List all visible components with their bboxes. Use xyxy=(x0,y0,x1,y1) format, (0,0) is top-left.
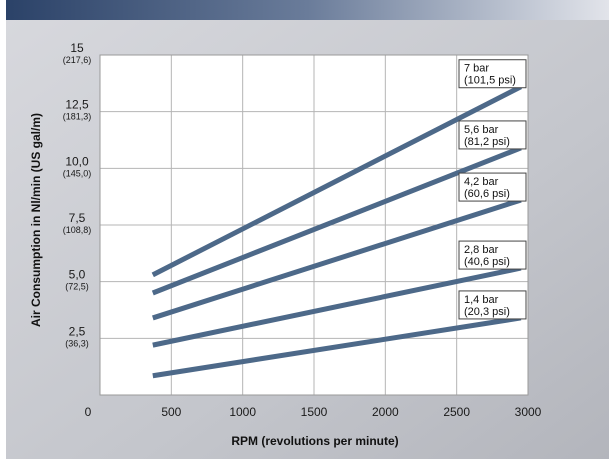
x-tick-labels: 0 500 1000 1500 2000 2500 3000 xyxy=(85,405,542,419)
y-tick-sublabel: (72,5) xyxy=(65,282,89,292)
series-label-box xyxy=(458,59,527,89)
y-tick-label: 7,5 xyxy=(69,211,86,225)
series-label-box xyxy=(458,290,527,320)
series-line-0 xyxy=(151,84,523,278)
y-tick-label: 2,5 xyxy=(69,324,86,338)
x-tick-label: 500 xyxy=(161,405,181,419)
series-label-box xyxy=(458,120,527,150)
series-label-box xyxy=(458,240,527,270)
series-name-label: 2,8 bar xyxy=(464,244,499,256)
x-tick-label: 2500 xyxy=(443,405,470,419)
series-name-label: 5,6 bar xyxy=(464,124,499,136)
y-axis-title: Air Consumption in Nl/min (US gal/m) xyxy=(29,113,43,327)
y-tick-label: 15 xyxy=(70,41,84,55)
series-line-3 xyxy=(152,265,522,348)
y-tick-sublabel: (181,3) xyxy=(63,112,92,122)
y-tick-label: 10,0 xyxy=(65,154,89,168)
x-tick-label: 1000 xyxy=(229,405,256,419)
plot-frame xyxy=(99,54,529,396)
y-tick-label: 12,5 xyxy=(65,98,89,112)
y-tick-labels: 2,5(36,3) 5,0(72,5) 7,5(108,8) 10,0(145,0) 1… xyxy=(63,41,92,348)
x-tick-label: 1500 xyxy=(301,405,328,419)
header-band xyxy=(6,0,609,20)
series-name-label: 1,4 bar xyxy=(464,294,499,306)
series-line-1 xyxy=(151,145,522,296)
series-psi-label: (40,6 psi) xyxy=(464,256,510,268)
y-tick-sublabel: (108,8) xyxy=(63,225,92,235)
series-label-box xyxy=(458,172,527,202)
y-tick-sublabel: (217,6) xyxy=(63,55,92,65)
x-tick-label: 3000 xyxy=(515,405,542,419)
series-name-label: 7 bar xyxy=(464,63,489,75)
series-psi-label: (20,3 psi) xyxy=(464,306,510,318)
y-tick-label: 5,0 xyxy=(69,268,86,282)
series-name-label: 4,2 bar xyxy=(464,176,499,188)
series-lines xyxy=(151,84,523,379)
series-line-2 xyxy=(152,197,522,321)
y-tick-sublabel: (36,3) xyxy=(65,338,89,348)
y-tick-sublabel: (145,0) xyxy=(63,168,92,178)
x-axis-title: RPM (revolutions per minute) xyxy=(231,434,398,448)
series-psi-label: (101,5 psi) xyxy=(464,75,516,87)
series-line-4 xyxy=(152,315,522,379)
series-labels: 7 bar(101,5 psi) 5,6 bar(81,2 psi) 4,2 bar… xyxy=(458,59,527,320)
series-psi-label: (81,2 psi) xyxy=(464,136,510,148)
series-psi-label: (60,6 psi) xyxy=(464,188,510,200)
x-tick-label: 0 xyxy=(85,405,92,419)
x-tick-label: 2000 xyxy=(372,405,399,419)
